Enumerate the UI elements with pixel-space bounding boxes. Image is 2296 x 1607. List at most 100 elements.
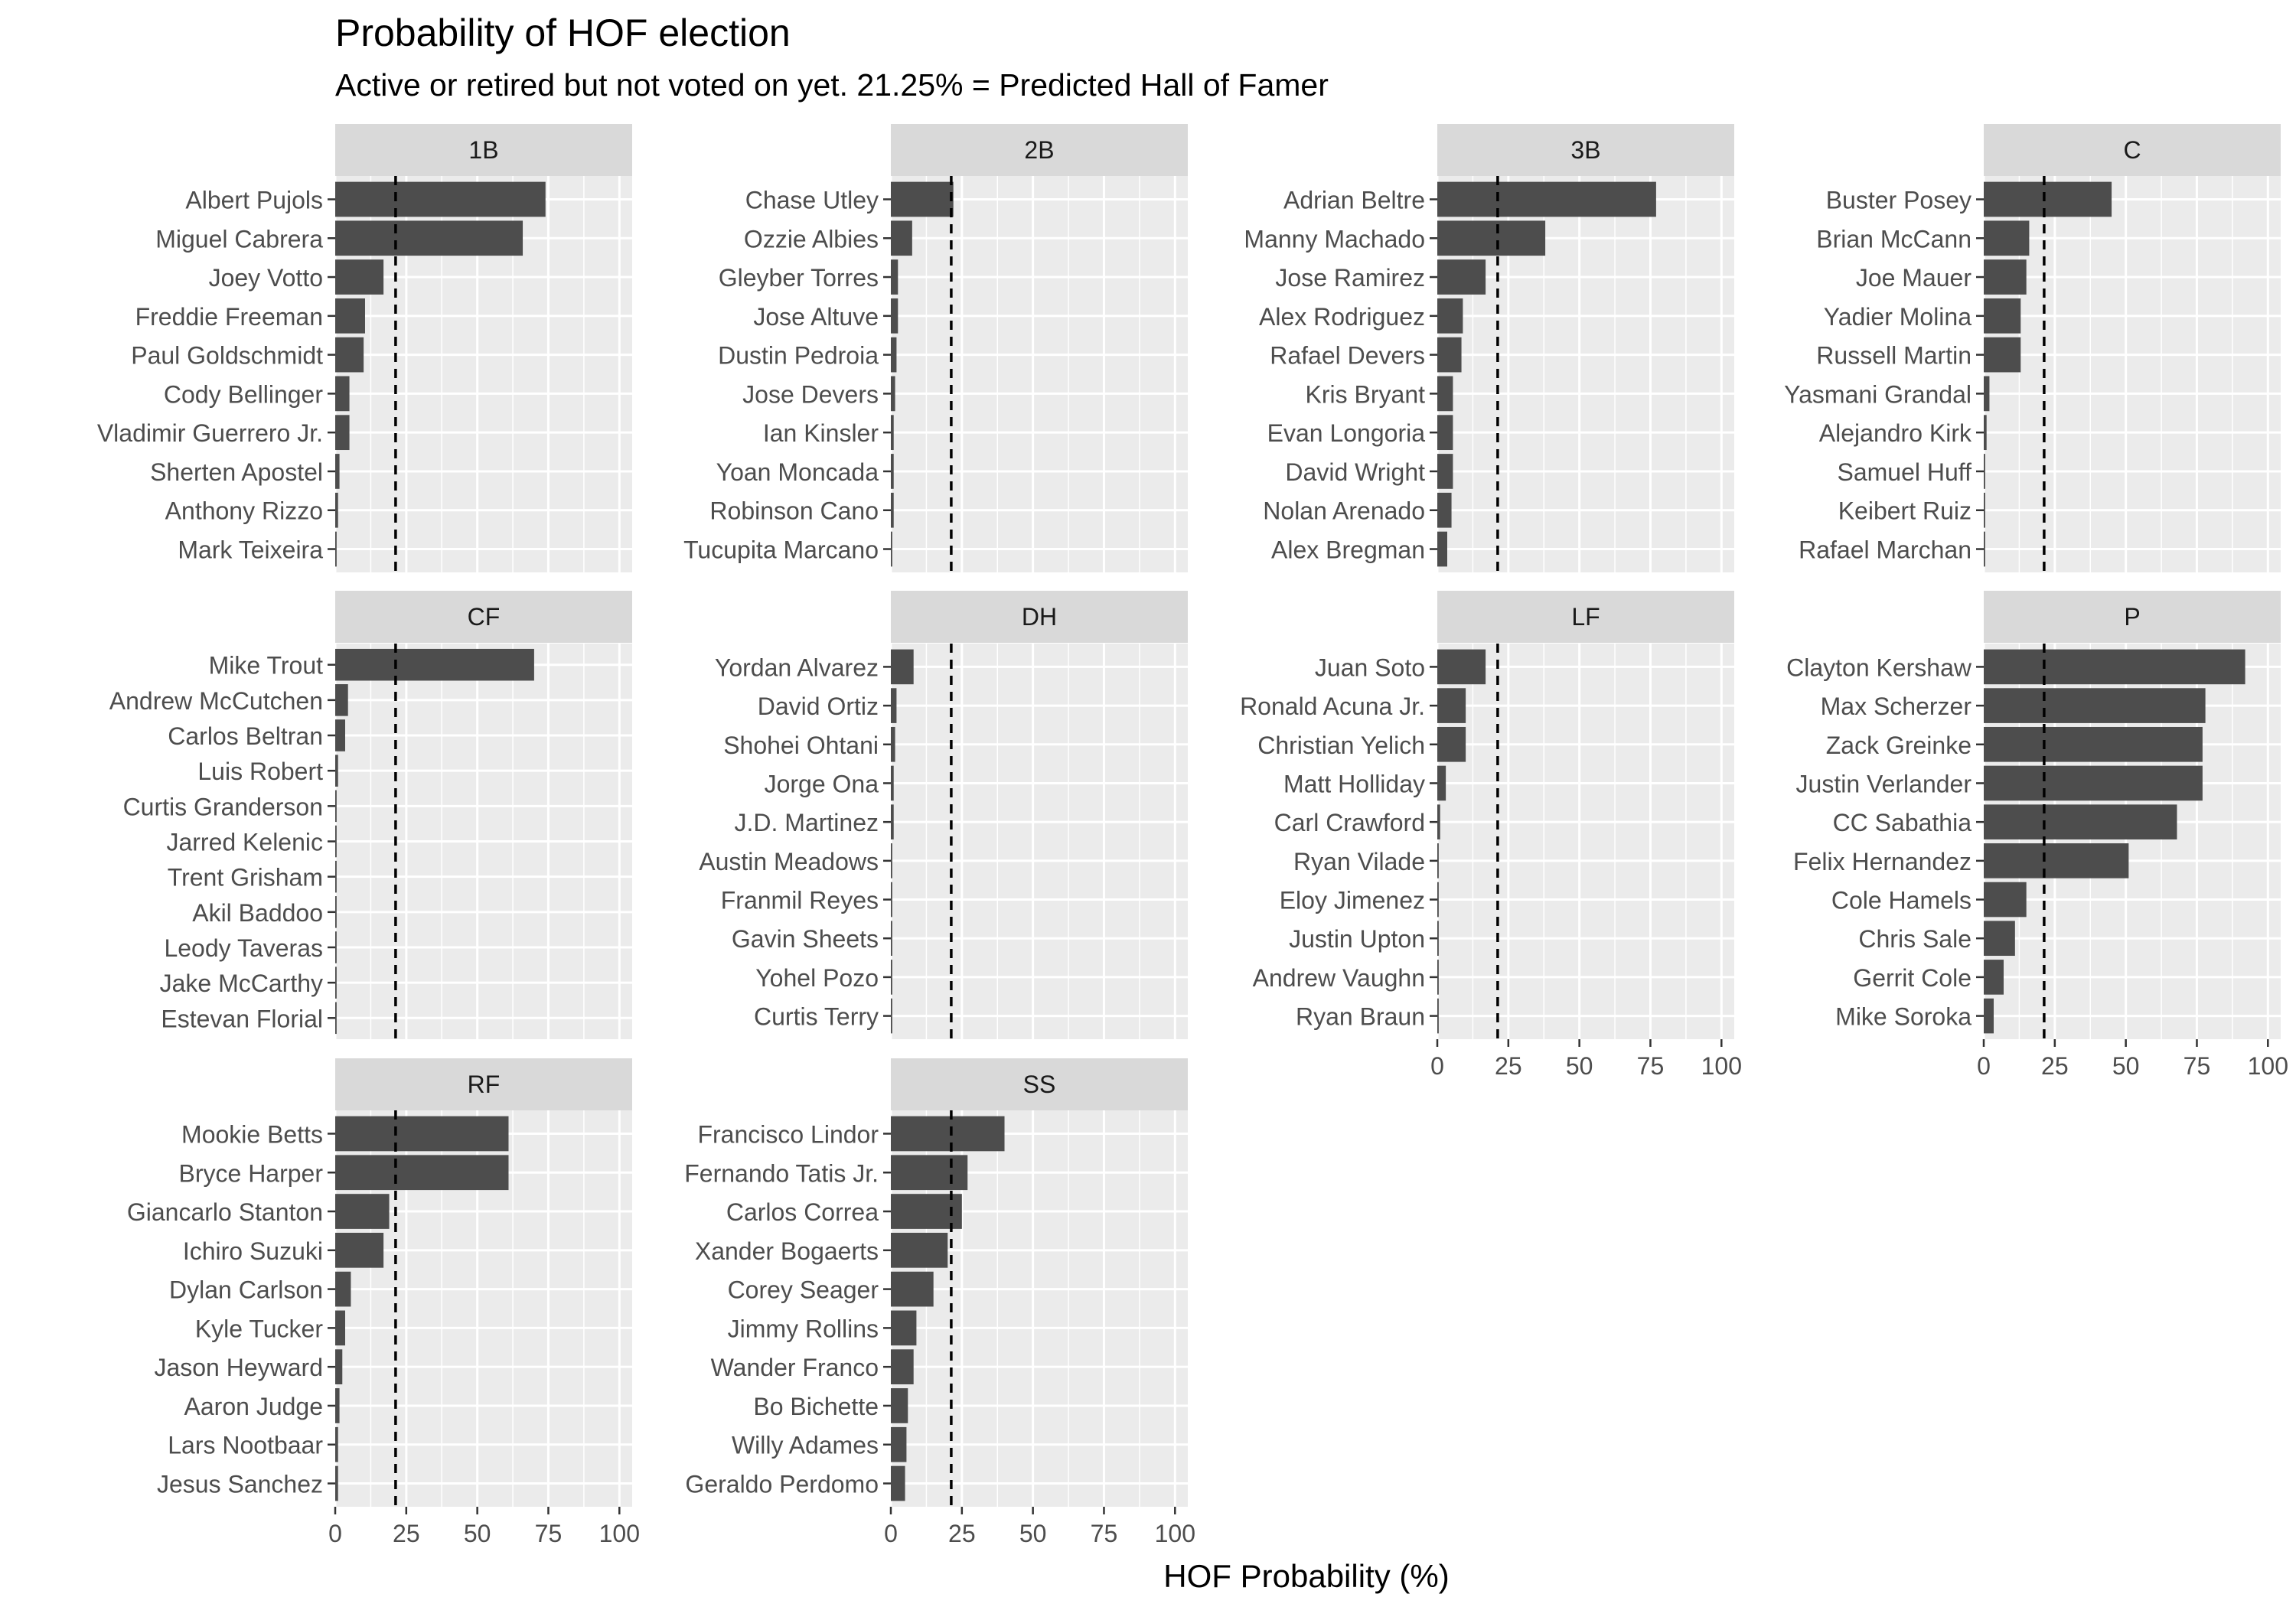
facet-strip — [891, 591, 1188, 643]
player-label: Corey Seager — [728, 1276, 879, 1304]
bar-jose-devers — [891, 376, 895, 412]
bar-ryan-braun — [1437, 998, 1439, 1034]
bar-david-ortiz — [891, 688, 897, 723]
player-label: Eloy Jimenez — [1280, 887, 1425, 914]
player-label: Ronald Acuna Jr. — [1240, 693, 1425, 720]
player-label: Dylan Carlson — [169, 1276, 323, 1304]
player-label: Carl Crawford — [1274, 809, 1425, 836]
player-label: Robinson Cano — [709, 497, 879, 525]
facet-strip-label: DH — [1022, 603, 1057, 631]
x-tick-label: 25 — [948, 1520, 976, 1547]
player-label: Andrew Vaughn — [1253, 964, 1425, 992]
player-label: Alex Rodriguez — [1259, 303, 1425, 331]
player-label: Brian McCann — [1816, 225, 1971, 253]
facet-panel-lf: LF Juan Soto Ronald Acuna Jr. Christian Yel… — [1240, 591, 1742, 1080]
player-label: Willy Adames — [732, 1432, 879, 1459]
facet-strip-label: C — [2123, 136, 2141, 164]
x-tick-label: 0 — [328, 1520, 342, 1547]
bar-sherten-apostel — [335, 454, 340, 489]
player-label: Mike Trout — [209, 652, 323, 680]
player-label: Joey Votto — [209, 264, 323, 292]
bar-samuel-huff — [1984, 454, 1985, 489]
bar-ryan-vilade — [1437, 843, 1439, 878]
player-label: Vladimir Guerrero Jr. — [97, 419, 323, 447]
x-tick-label: 100 — [1155, 1520, 1195, 1547]
player-label: Juan Soto — [1315, 654, 1425, 681]
player-label: Max Scherzer — [1821, 693, 1972, 720]
facet-strip — [1437, 591, 1734, 643]
player-label: Jimmy Rollins — [728, 1315, 879, 1342]
player-label: Jorge Ona — [765, 770, 879, 797]
bar-buster-posey — [1984, 181, 2112, 217]
bar-yasmani-grandal — [1984, 376, 1990, 412]
bar-kyle-tucker — [335, 1310, 345, 1346]
player-label: Carlos Beltran — [168, 722, 323, 750]
player-label: Alex Bregman — [1271, 536, 1425, 564]
player-label: Christian Yelich — [1257, 732, 1425, 759]
bar-carlos-beltran — [335, 719, 345, 751]
facet-panel-dh: DH Yordan Alvarez David Ortiz Shohei Ohtani… — [699, 591, 1188, 1039]
player-label: Evan Longoria — [1267, 419, 1426, 447]
player-label: Justin Verlander — [1796, 770, 1972, 797]
x-tick-label: 50 — [464, 1520, 491, 1547]
bar-adrian-beltre — [1437, 181, 1656, 217]
x-tick-label: 75 — [2183, 1052, 2211, 1080]
bar-mike-soroka — [1984, 998, 1994, 1034]
bar-ozzie-albies — [891, 220, 912, 256]
bar-franmil-reyes — [891, 882, 892, 918]
player-label: Jason Heyward — [154, 1354, 323, 1381]
bar-ichiro-suzuki — [335, 1232, 384, 1268]
x-tick-label: 75 — [535, 1520, 563, 1547]
x-tick-label: 0 — [884, 1520, 898, 1547]
player-label: David Wright — [1285, 458, 1425, 486]
player-label: Yadier Molina — [1824, 303, 1971, 331]
bar-yordan-alvarez — [891, 649, 914, 685]
player-label: Gleyber Torres — [719, 264, 879, 292]
player-label: Fernando Tatis Jr. — [684, 1159, 879, 1187]
player-label: Ryan Braun — [1296, 1003, 1425, 1031]
x-tick-label: 25 — [1495, 1052, 1522, 1080]
bar-willy-adames — [891, 1426, 907, 1462]
bar-kris-bryant — [1437, 376, 1453, 412]
player-label: Rafael Devers — [1270, 342, 1425, 370]
player-label: Jose Devers — [742, 380, 879, 408]
bar-gerrit-cole — [1984, 960, 2004, 995]
player-label: Tucupita Marcano — [683, 536, 879, 564]
x-tick-label: 25 — [393, 1520, 420, 1547]
bar-jason-heyward — [335, 1349, 343, 1385]
bar-chase-utley — [891, 181, 954, 217]
x-tick-label: 0 — [1977, 1052, 1991, 1080]
player-label: Dustin Pedroia — [718, 342, 879, 370]
bar-bo-bichette — [891, 1388, 908, 1423]
bar-paul-goldschmidt — [335, 337, 364, 373]
player-label: Giancarlo Stanton — [127, 1198, 323, 1226]
bar-cc-sabathia — [1984, 804, 2177, 839]
bar-mookie-betts — [335, 1116, 509, 1152]
bar-yoan-moncada — [891, 454, 894, 489]
player-label: Ryan Vilade — [1293, 848, 1425, 875]
bar-lars-nootbaar — [335, 1426, 338, 1462]
x-tick-label: 0 — [1430, 1052, 1444, 1080]
bar-mark-teixeira — [335, 531, 337, 567]
facet-strip — [335, 1058, 632, 1110]
bar-rafael-marchan — [1984, 531, 1985, 567]
bar-eloy-jimenez — [1437, 882, 1439, 918]
facet-strip — [335, 124, 632, 176]
player-label: Nolan Arenado — [1263, 497, 1425, 525]
bar-j-d-martinez — [891, 804, 894, 839]
player-label: Yoan Moncada — [716, 458, 879, 486]
player-label: Keibert Ruiz — [1838, 497, 1971, 525]
bar-justin-verlander — [1984, 765, 2203, 801]
x-tick-label: 50 — [1566, 1052, 1593, 1080]
bar-felix-hernandez — [1984, 843, 2129, 878]
player-label: Akil Baddoo — [192, 899, 323, 927]
bar-zack-greinke — [1984, 726, 2203, 762]
bar-andrew-vaughn — [1437, 960, 1439, 995]
bar-justin-upton — [1437, 921, 1439, 957]
bar-cole-hamels — [1984, 882, 2027, 918]
bar-corey-seager — [891, 1271, 934, 1307]
player-label: Bryce Harper — [179, 1159, 324, 1187]
bar-chris-sale — [1984, 921, 2015, 957]
facet-strip — [335, 591, 632, 643]
player-label: Ozzie Albies — [744, 225, 879, 253]
